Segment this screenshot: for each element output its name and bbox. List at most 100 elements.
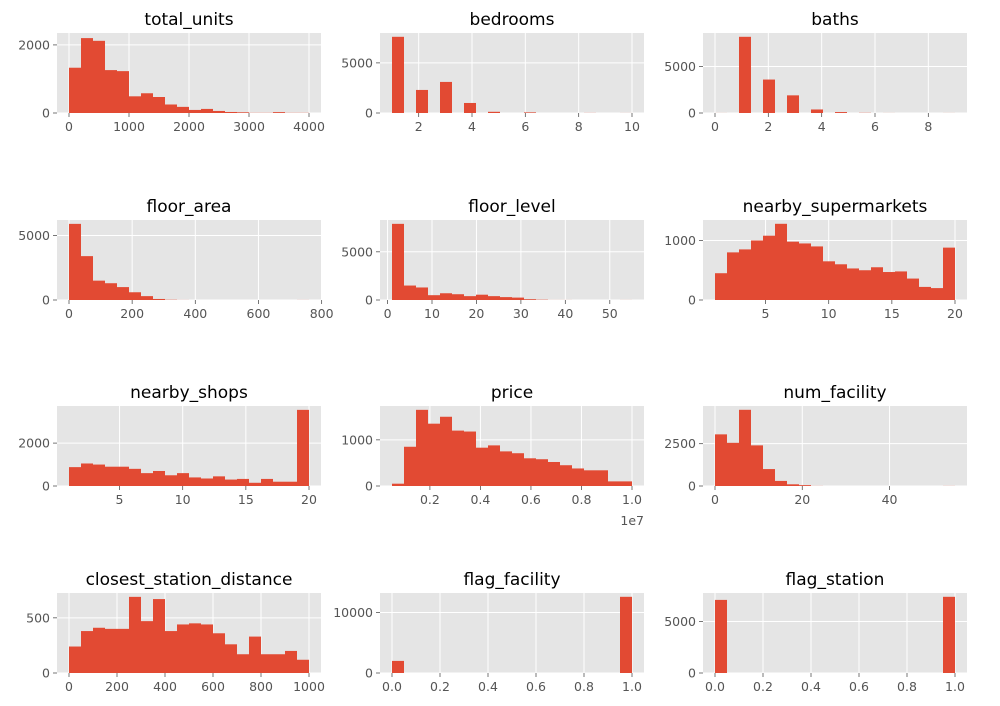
histogram-bar [799,485,811,486]
histogram-bar [763,79,775,113]
x-tick-label: 2 [415,119,423,134]
histogram-bar [129,468,141,486]
subplot-title: floor_area [147,197,232,217]
x-tick-label: 600 [247,306,271,321]
x-tick-label: 0 [65,306,73,321]
histogram-bar [392,36,404,113]
y-tick-label: 500 [26,610,50,625]
subplot-price: price 0.2 0.4 0.6 0.8 1.0 0 1000 1e7 [341,383,644,528]
x-tick-label: 0 [711,492,719,507]
histogram-bar [823,261,835,300]
histogram-bar [225,479,237,486]
histogram-bar [404,446,416,486]
x-tick-label: 10 [624,119,640,134]
x-tick-label: 0.2 [430,679,450,694]
y-tick-label: 0 [365,106,373,121]
y-tick-label: 1000 [341,432,373,447]
histogram-bar [524,458,536,486]
histogram-bar [81,631,93,673]
histogram-bar [440,416,452,486]
plot-area [380,220,644,300]
histogram-bar [620,596,632,673]
histogram-bar [93,280,105,300]
histogram-bar [943,247,955,300]
x-tick-label: 400 [153,679,177,694]
histogram-bar [572,468,584,486]
histogram-bar [141,473,153,486]
x-tick-label: 20 [794,492,810,507]
histogram-bar [739,249,751,300]
histogram-bar [392,483,404,486]
histogram-bar [297,409,309,486]
histogram-bar [763,235,775,300]
histogram-bar [153,97,165,113]
histogram-bar [165,475,177,486]
histogram-bar [488,296,500,300]
x-tick-label: 0 [65,679,73,694]
x-tick-label: 0.8 [572,492,592,507]
subplot-nearby-shops: nearby_shops 5 10 15 20 0 2000 [18,383,321,507]
histogram-bar [117,287,129,300]
histogram-bar [763,469,775,486]
y-tick-label: 5000 [664,59,696,74]
histogram-bar [189,477,201,486]
y-tick-label: 0 [365,479,373,494]
histogram-bar [488,445,500,486]
subplot-nearby-supermarkets: nearby_supermarkets 5 10 15 20 0 1000 [664,197,967,321]
x-tick-label: 1.0 [622,492,642,507]
x-tick-label: 15 [884,306,900,321]
x-tick-label: 1000 [113,119,145,134]
x-tick-label: 8 [575,119,583,134]
histogram-bar [225,644,237,673]
x-tick-label: 0 [65,119,73,134]
plot-area [703,593,967,673]
histogram-bar [213,476,225,486]
histogram-bar [129,596,141,673]
y-tick-label: 0 [42,106,50,121]
x-tick-label: 8 [924,119,932,134]
histogram-bar [775,480,787,486]
histogram-bar [392,223,404,300]
histogram-bar [835,264,847,300]
x-tick-label: 600 [201,679,225,694]
histogram-bar [416,409,428,486]
histogram-bar [512,297,524,300]
histogram-bar [153,298,165,300]
x-tick-label: 5 [762,306,770,321]
histogram-bar [129,292,141,300]
x-tick-label: 5 [116,492,124,507]
histogram-bar [225,111,237,113]
subplot-title: nearby_shops [130,383,248,403]
histogram-bar [93,464,105,486]
histogram-bar [117,466,129,486]
subplot-title: floor_level [468,197,555,217]
histogram-bar [524,112,536,113]
x-tick-label: 0 [384,306,392,321]
y-tick-label: 0 [688,479,696,494]
subplot-title: bedrooms [470,10,555,30]
histogram-bar [189,623,201,673]
histogram-bar [189,109,201,113]
histogram-bar [859,270,871,300]
histogram-bar [727,252,739,300]
x-tick-label: 0.2 [420,492,440,507]
subplot-title: closest_station_distance [86,570,293,590]
histogram-bar [105,466,117,486]
y-tick-label: 0 [365,666,373,681]
histogram-bar [787,95,799,113]
subplot-title: total_units [144,10,233,30]
histogram-bar [464,431,476,486]
y-tick-label: 5000 [664,614,696,629]
histogram-bar [464,296,476,300]
y-tick-label: 0 [42,293,50,308]
histogram-bar [560,465,572,486]
subplot-closest-station-distance: closest_station_distance 0 200 400 600 800 100… [26,570,325,694]
histogram-bar [464,102,476,113]
histogram-bar [931,288,943,300]
x-tick-label: 15 [238,492,254,507]
x-tick-label: 0.4 [478,679,498,694]
histogram-bar [895,271,907,300]
histogram-bar [620,481,632,486]
histogram-bar [739,36,751,113]
histogram-bar [500,297,512,300]
